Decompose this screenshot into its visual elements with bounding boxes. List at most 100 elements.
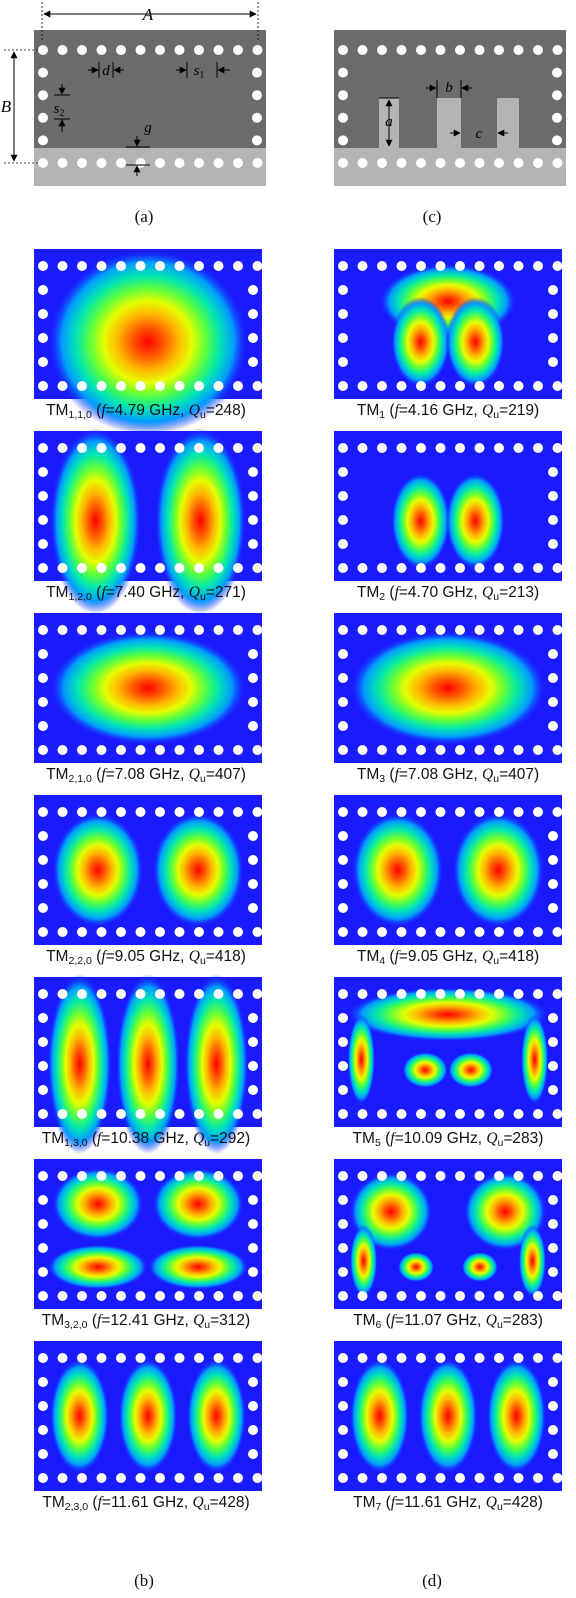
- via-hole: [338, 745, 348, 755]
- via-hole: [77, 1109, 87, 1119]
- right-field-plot-7: [334, 1341, 563, 1491]
- via-hole: [248, 879, 258, 889]
- via-hole: [233, 989, 243, 999]
- field-hotspot: [445, 297, 505, 387]
- via-hole: [38, 309, 48, 319]
- left-field-plot-5: [34, 974, 263, 1154]
- via-hole: [435, 625, 446, 635]
- via-hole: [252, 45, 263, 55]
- via-hole: [455, 807, 465, 817]
- via-hole: [135, 1353, 146, 1363]
- via-hole: [548, 1195, 558, 1205]
- via-hole: [194, 625, 204, 635]
- via-hole: [248, 673, 258, 683]
- via-hole: [194, 45, 204, 55]
- via-hole: [248, 855, 258, 865]
- via-hole: [135, 807, 146, 817]
- via-hole: [338, 467, 348, 477]
- via-hole: [357, 1171, 368, 1181]
- via-hole: [38, 333, 48, 343]
- via-hole: [248, 333, 258, 343]
- via-hole: [548, 855, 558, 865]
- via-hole: [548, 1037, 558, 1047]
- via-hole: [357, 745, 368, 755]
- via-hole: [194, 1109, 204, 1119]
- via-hole: [233, 1109, 243, 1119]
- via-hole: [338, 1061, 348, 1071]
- via-hole: [135, 443, 146, 453]
- via-hole: [474, 443, 485, 453]
- via-hole: [338, 1243, 348, 1253]
- left-mode-caption-5: TM1,3,0 (f=10.38 GHz, Qu=292): [41, 1130, 251, 1149]
- via-hole: [57, 1291, 68, 1301]
- via-hole: [77, 927, 87, 937]
- via-hole: [194, 158, 204, 168]
- via-hole: [338, 1401, 348, 1411]
- via-hole: [174, 927, 185, 937]
- via-hole: [338, 989, 348, 999]
- via-hole: [377, 45, 387, 55]
- via-hole: [248, 1243, 258, 1253]
- dim-c-label: c: [476, 126, 483, 142]
- via-hole: [338, 879, 348, 889]
- via-hole: [357, 381, 368, 391]
- via-hole: [96, 1109, 107, 1119]
- via-hole: [474, 381, 485, 391]
- via-hole: [548, 879, 558, 889]
- via-hole: [338, 261, 348, 271]
- via-hole: [548, 1401, 558, 1411]
- via-hole: [174, 807, 185, 817]
- field-plots: [34, 249, 563, 1491]
- via-hole: [416, 745, 426, 755]
- via-hole: [377, 1291, 387, 1301]
- via-hole: [38, 1473, 48, 1483]
- via-hole: [338, 1171, 348, 1181]
- via-hole: [338, 1109, 348, 1119]
- via-hole: [57, 625, 68, 635]
- via-hole: [38, 1353, 48, 1363]
- via-hole: [57, 1171, 68, 1181]
- via-hole: [396, 158, 407, 168]
- via-hole: [552, 135, 562, 146]
- via-hole: [396, 443, 407, 453]
- field-hotspot: [52, 813, 144, 927]
- left-mode-caption-4: TM2,2,0 (f=9.05 GHz, Qu=418): [46, 948, 246, 967]
- via-hole: [252, 381, 263, 391]
- via-hole: [38, 1171, 48, 1181]
- via-hole: [248, 721, 258, 731]
- via-hole: [474, 45, 485, 55]
- via-hole: [194, 1353, 204, 1363]
- dim-A-label: A: [142, 5, 154, 24]
- via-hole: [494, 563, 504, 573]
- right-mode-caption-2: TM2 (f=4.70 GHz, Qu=213): [356, 584, 540, 603]
- via-hole: [455, 45, 465, 55]
- via-hole: [513, 158, 524, 168]
- via-hole: [38, 745, 48, 755]
- via-hole: [252, 625, 263, 635]
- via-hole: [338, 515, 348, 525]
- via-hole: [233, 927, 243, 937]
- via-hole: [416, 1353, 426, 1363]
- via-hole: [135, 381, 146, 391]
- via-hole: [135, 45, 146, 55]
- via-hole: [213, 261, 224, 271]
- via-hole: [174, 989, 185, 999]
- via-hole: [38, 649, 48, 659]
- via-hole: [357, 563, 368, 573]
- via-hole: [77, 381, 87, 391]
- via-hole: [135, 563, 146, 573]
- via-hole: [252, 135, 262, 146]
- via-hole: [474, 1171, 485, 1181]
- via-hole: [155, 807, 165, 817]
- via-hole: [494, 1171, 504, 1181]
- via-hole: [155, 158, 165, 168]
- field-hotspot: [445, 473, 505, 569]
- via-hole: [416, 1291, 426, 1301]
- via-hole: [474, 261, 485, 271]
- via-hole: [252, 1171, 263, 1181]
- field-hotspot: [184, 974, 249, 1154]
- via-hole: [455, 989, 465, 999]
- field-hotspot: [349, 631, 547, 745]
- via-hole: [135, 989, 146, 999]
